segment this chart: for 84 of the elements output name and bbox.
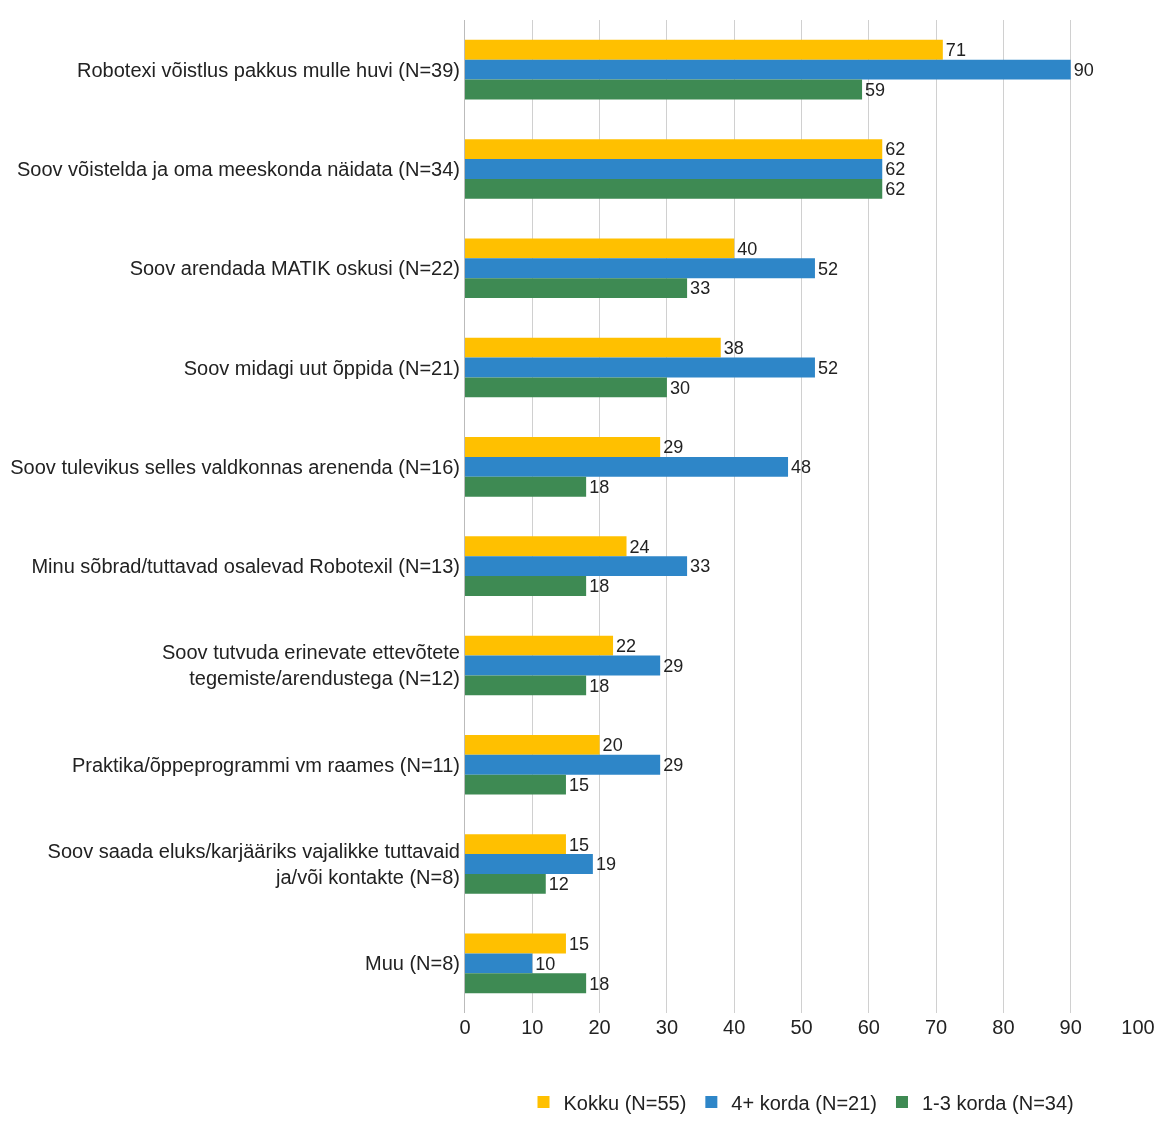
bar [465,635,614,656]
y-tick-label: Soov tulevikus selles valdkonnas arenenda (N=16) [10,455,460,478]
data-label: 20 [602,735,623,756]
bar [465,278,688,299]
x-tick-label: 90 [1059,1016,1082,1038]
legend-label: 1-3 korda (N=34) [921,1091,1074,1114]
bar [465,734,600,755]
bar [465,953,533,974]
data-label: 62 [885,139,906,160]
x-tick-label: 0 [459,1016,471,1038]
y-tick-label: Soov tutvuda erinevate ettevõtete tegemiste/arendustega (N=12) [162,641,460,690]
data-label: 18 [589,576,610,597]
y-tick-label: Soov arendada MATIK oskusi (N=22) [129,257,460,280]
bar [465,139,883,160]
data-label: 10 [535,953,556,974]
bar [465,556,688,577]
y-tick-label: Praktika/õppeprogrammi vm raames (N=11) [71,753,460,776]
bar [465,79,863,100]
y-tick-label: Robotexi võistlus pakkus mulle huvi (N=39) [77,58,460,81]
x-tick-label: 20 [588,1016,611,1038]
y-tick-label: Muu (N=8) [364,952,460,975]
y-tick-label: Soov midagi uut õppida (N=21) [183,356,460,379]
bar [465,576,587,596]
legend-label: Kokku (N=55) [563,1091,687,1114]
bar [465,456,789,477]
data-label: 52 [817,258,839,279]
data-label: 48 [791,457,812,478]
data-label: 40 [737,238,758,259]
data-label: 19 [595,854,616,875]
data-label: 30 [669,377,690,398]
x-tick-label: 50 [790,1016,813,1038]
data-label: 29 [663,655,684,676]
data-label: 15 [568,834,590,855]
data-label: 18 [589,675,610,696]
bar [465,873,546,894]
data-label: 18 [589,973,610,994]
bar [465,933,566,954]
legend-label: 4+ korda (N=21) [731,1091,877,1114]
x-tick-label: 30 [655,1016,679,1038]
bar [465,357,815,378]
x-tick-label: 70 [924,1016,948,1038]
data-label: 33 [690,556,711,577]
x-tick-label: 10 [521,1016,544,1038]
bar [465,754,661,775]
bar [465,536,627,557]
y-tick-label: Minu sõbrad/tuttavad osalevad Robotexil (N=13) [31,555,460,578]
x-tick-label: 100 [1121,1016,1155,1038]
data-label: 52 [817,357,839,378]
data-label: 15 [568,933,590,954]
bar [465,675,587,696]
bar [465,655,661,676]
data-label: 71 [945,40,966,61]
data-label: 62 [885,179,906,200]
x-tick-label: 60 [857,1016,880,1038]
bar [465,476,587,497]
bar [465,178,883,199]
x-tick-label: 40 [723,1016,746,1038]
y-tick-label: Soov saada eluks/karjääriks vajalikke tuttavaid ja/või kontakte (N=8) [47,840,460,889]
data-label: 62 [885,159,906,180]
x-tick-label: 80 [992,1016,1015,1038]
bar [465,854,593,874]
bar [465,973,587,994]
data-label: 59 [865,79,886,100]
bar [465,377,667,398]
data-label: 90 [1073,59,1094,80]
bar [465,59,1071,80]
data-label: 12 [548,874,569,895]
bar [465,238,735,259]
data-label: 22 [616,635,637,656]
y-tick-label: Soov võistelda ja oma meeskonda näidata (N=34) [16,157,460,180]
data-label: 33 [690,278,711,299]
bar [465,258,815,279]
bar [465,39,943,60]
data-label: 29 [663,755,684,776]
data-label: 15 [568,774,590,795]
bar [465,337,721,358]
data-label: 38 [723,338,744,359]
data-label: 29 [663,437,684,458]
bar [465,774,566,795]
bar [465,437,661,457]
data-label: 24 [629,536,650,557]
bar [465,159,883,179]
data-label: 18 [589,477,610,498]
bar [465,834,566,855]
